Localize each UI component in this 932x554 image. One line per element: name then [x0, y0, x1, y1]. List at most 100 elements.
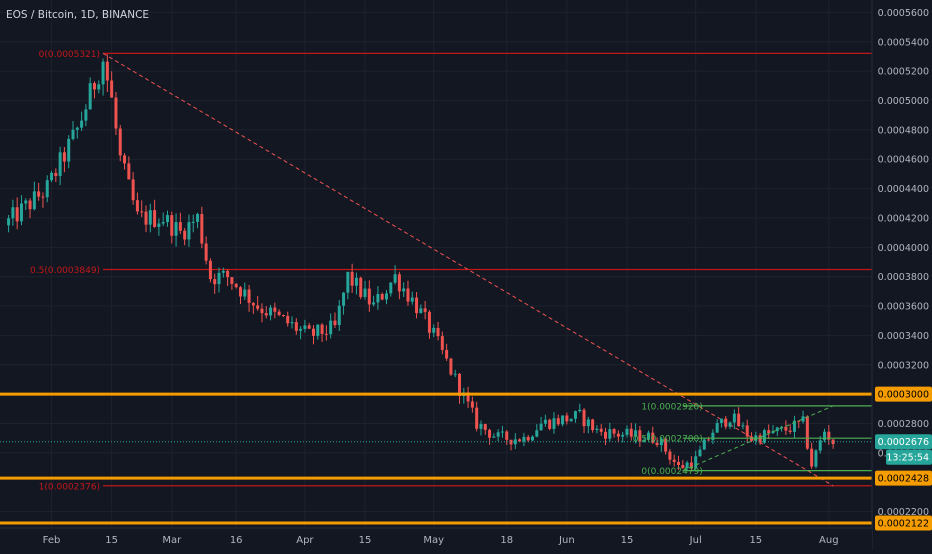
candle-body	[453, 373, 457, 375]
price-tick-label: 0.0005400	[878, 37, 929, 48]
candle-body	[11, 207, 15, 219]
candle-body	[174, 222, 178, 236]
support-price-label: 0.0002122	[878, 519, 929, 530]
green-trendline[interactable]	[682, 405, 834, 472]
candle-body	[535, 430, 539, 437]
candle-body	[419, 308, 423, 314]
candle-body	[376, 294, 380, 303]
candle-body	[466, 392, 470, 402]
candle-body	[97, 84, 101, 90]
candle-body	[784, 426, 788, 431]
candle-body	[397, 274, 401, 292]
candles-layer	[7, 54, 835, 472]
candle-body	[659, 438, 663, 446]
candle-body	[92, 83, 96, 90]
candle-body	[608, 429, 612, 439]
candle-body	[213, 279, 217, 285]
support-price-tag[interactable]	[875, 470, 932, 486]
candle-body	[638, 430, 642, 442]
candle-body	[157, 223, 161, 227]
time-tick-label: 16	[230, 535, 243, 546]
candle-body	[200, 214, 204, 244]
candle-body	[415, 297, 419, 314]
candle-body	[496, 432, 500, 437]
candle-body	[75, 127, 79, 130]
candle-body	[286, 315, 290, 324]
candle-body	[604, 431, 608, 439]
support-lines[interactable]	[0, 392, 872, 525]
candle-body	[698, 449, 702, 457]
candle-body	[19, 203, 23, 222]
time-tick-label: 15	[359, 535, 372, 546]
candle-body	[526, 436, 530, 441]
candle-body	[646, 432, 650, 440]
candle-body	[522, 436, 526, 442]
candle-body	[831, 439, 835, 445]
support-price-tag[interactable]	[875, 386, 932, 402]
candle-body	[505, 431, 509, 440]
candle-body	[788, 430, 792, 432]
candle-body	[204, 243, 208, 261]
time-tick-label: Jul	[689, 535, 702, 546]
candle-body	[651, 432, 655, 443]
current-price-tag[interactable]	[875, 434, 932, 450]
candle-body	[402, 288, 406, 292]
time-tick-label: Aug	[819, 535, 839, 546]
fib-retracement-small[interactable]: 1(0.0002920) 0.5(0.0002700) 0(0.0002479)	[0, 402, 872, 477]
candle-body	[823, 431, 827, 441]
candle-body	[346, 271, 350, 293]
price-tick-label: 0.0003800	[878, 272, 929, 283]
countdown-label: 13:25:54	[886, 453, 929, 464]
price-axis[interactable]: 0.0005600 0.0005400 0.0005200 0.0005000 0.00…	[871, 0, 932, 550]
candle-body	[311, 328, 315, 336]
candle-body	[333, 320, 337, 326]
candle-body	[543, 419, 547, 424]
time-axis-background	[0, 528, 872, 550]
candle-body	[101, 61, 105, 85]
current-price-label: 0.0002676	[878, 437, 929, 448]
candle-body	[621, 434, 625, 437]
candle-body	[737, 413, 741, 427]
candle-body	[500, 431, 504, 433]
candle-body	[565, 415, 569, 422]
candle-body	[707, 439, 711, 441]
candle-body	[350, 271, 354, 286]
candle-body	[165, 215, 169, 223]
candle-body	[805, 416, 809, 449]
candle-body	[539, 423, 543, 431]
time-tick-label: Apr	[296, 535, 314, 546]
candle-body	[243, 289, 247, 297]
candle-body	[37, 191, 41, 197]
candle-body	[131, 179, 135, 201]
candle-body	[363, 288, 367, 298]
candle-body	[251, 302, 255, 306]
small-fib-level-label: 0(0.0002479)	[641, 467, 702, 477]
candle-body	[616, 433, 620, 437]
candle-body	[758, 435, 762, 443]
time-axis[interactable]: Feb 15 Mar 16 Apr 15 May 18 Jun 15 Jul 15 Aug	[0, 527, 872, 550]
candle-body	[578, 409, 582, 412]
candle-body	[664, 438, 668, 452]
candle-body	[827, 431, 831, 440]
candle-body	[689, 462, 693, 469]
price-tick-label: 0.0005200	[878, 67, 929, 78]
time-tick-label: 15	[105, 535, 118, 546]
candle-body	[724, 418, 728, 427]
candle-body	[741, 425, 745, 427]
price-tick-label: 0.0003400	[878, 331, 929, 342]
candle-body	[488, 429, 492, 438]
candle-body	[88, 83, 92, 110]
candle-body	[354, 277, 358, 286]
candle-body	[183, 230, 187, 240]
candle-body	[479, 424, 483, 429]
diagonal-trendline[interactable]	[102, 52, 834, 487]
candle-body	[792, 420, 796, 432]
fib-level-label: 1(0.0002376)	[39, 482, 100, 492]
candle-body	[191, 221, 195, 223]
candle-body	[84, 109, 88, 121]
fib-retracement-large[interactable]: 0(0.0005321) 0.5(0.0003849) 1(0.0002376)	[30, 50, 872, 492]
support-price-tag[interactable]	[875, 515, 932, 531]
